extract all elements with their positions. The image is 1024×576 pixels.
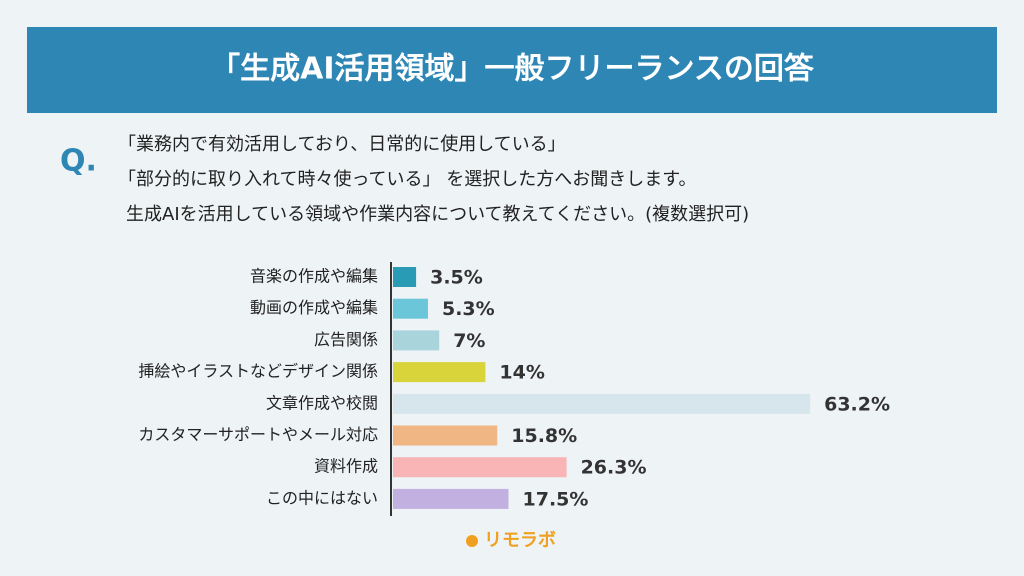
- bar: [393, 267, 417, 287]
- logo: リモラボ: [484, 530, 556, 551]
- question-line: 「業務内で有効活用しており、日常的に使用している」: [118, 134, 566, 155]
- category-label: 文章作成や校閲: [266, 393, 378, 412]
- title: 「生成AI活用領域」一般フリーランスの回答: [210, 52, 815, 87]
- logo-icon: [466, 535, 478, 547]
- value-label: 17.5%: [523, 488, 589, 510]
- bar: [393, 425, 498, 446]
- bar: [393, 393, 811, 414]
- category-label: 音楽の作成や編集: [250, 267, 378, 286]
- value-label: 5.3%: [442, 298, 495, 320]
- category-label: 広告関係: [314, 330, 378, 349]
- bar: [393, 362, 486, 383]
- category-label: 資料作成: [314, 457, 378, 476]
- bar: [393, 457, 567, 478]
- value-label: 26.3%: [581, 457, 647, 479]
- question-line: 「部分的に取り入れて時々使っている」 を選択した方へお聞きします。: [118, 169, 696, 190]
- value-label: 3.5%: [430, 267, 483, 289]
- value-label: 15.8%: [511, 425, 577, 447]
- category-label: 挿絵やイラストなどデザイン関係: [138, 362, 378, 381]
- question-line: 生成AIを活用している領域や作業内容について教えてください。(複数選択可): [126, 204, 749, 225]
- value-label: 14%: [499, 362, 544, 384]
- bar: [393, 330, 440, 351]
- category-label: 動画の作成や編集: [250, 298, 378, 317]
- bar: [393, 488, 509, 509]
- category-label: この中にはない: [266, 488, 378, 507]
- question-marker: Q.: [60, 144, 97, 179]
- header-band: [27, 27, 997, 113]
- value-label: 7%: [453, 330, 485, 352]
- category-label: カスタマーサポートやメール対応: [138, 425, 378, 444]
- bar: [393, 298, 428, 319]
- value-label: 63.2%: [824, 393, 890, 415]
